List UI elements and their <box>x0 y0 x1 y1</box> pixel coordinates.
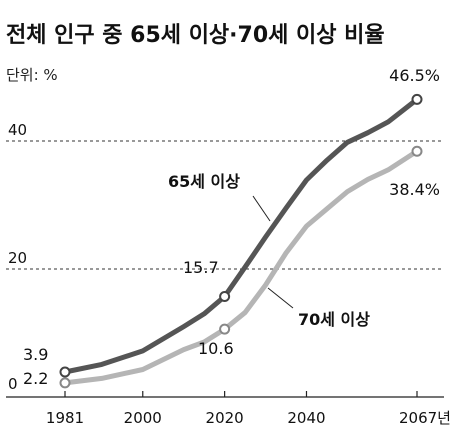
y-tick-label-0: 0 <box>8 375 18 393</box>
unit-label: 단위: % <box>6 66 58 84</box>
chart-title: 전체 인구 중 65세 이상·70세 이상 비율 <box>6 23 385 48</box>
y-tick-label-40: 40 <box>8 121 27 139</box>
x-tick-label-2020: 2020 <box>206 409 244 427</box>
data-label-65-2020: 15.7 <box>183 258 219 277</box>
data-point-70-2067 <box>411 145 423 157</box>
series-layer <box>59 93 423 389</box>
x-tick-label-1981: 1981 <box>46 409 84 427</box>
series-line-70-plus <box>62 148 420 386</box>
series-label-70-plus: 70세 이상 <box>298 310 370 329</box>
y-tick-label-20: 20 <box>8 249 27 267</box>
data-label-65-2067: 46.5% <box>389 66 440 85</box>
data-label-70-1981: 2.2 <box>23 369 48 388</box>
data-label-70-2020: 10.6 <box>198 339 234 358</box>
series-line-65-plus <box>62 96 420 375</box>
x-tick-label-2000: 2000 <box>124 409 162 427</box>
x-tick-label-2067: 2067년 <box>399 409 450 427</box>
leader-line-65-plus <box>252 195 271 222</box>
data-point-70-2020 <box>219 323 231 335</box>
data-label-65-1981: 3.9 <box>23 345 48 364</box>
data-label-70-2067: 38.4% <box>389 180 440 199</box>
data-point-65-2067 <box>411 93 423 105</box>
label-layer: 3.9 15.7 46.5% 2.2 10.6 38.4% 65세 이상 70세 이상 <box>23 66 440 388</box>
x-tick-label-2040: 2040 <box>287 409 325 427</box>
leader-line-70-plus <box>267 287 294 309</box>
series-label-65-plus: 65세 이상 <box>168 172 240 191</box>
data-point-65-2020 <box>219 291 231 303</box>
data-point-70-1981 <box>59 377 71 389</box>
grid-layer: 0 20 40 <box>6 121 444 393</box>
data-point-65-1981 <box>59 366 71 378</box>
x-axis: 1981 2000 2020 2040 2067년 <box>6 391 450 427</box>
